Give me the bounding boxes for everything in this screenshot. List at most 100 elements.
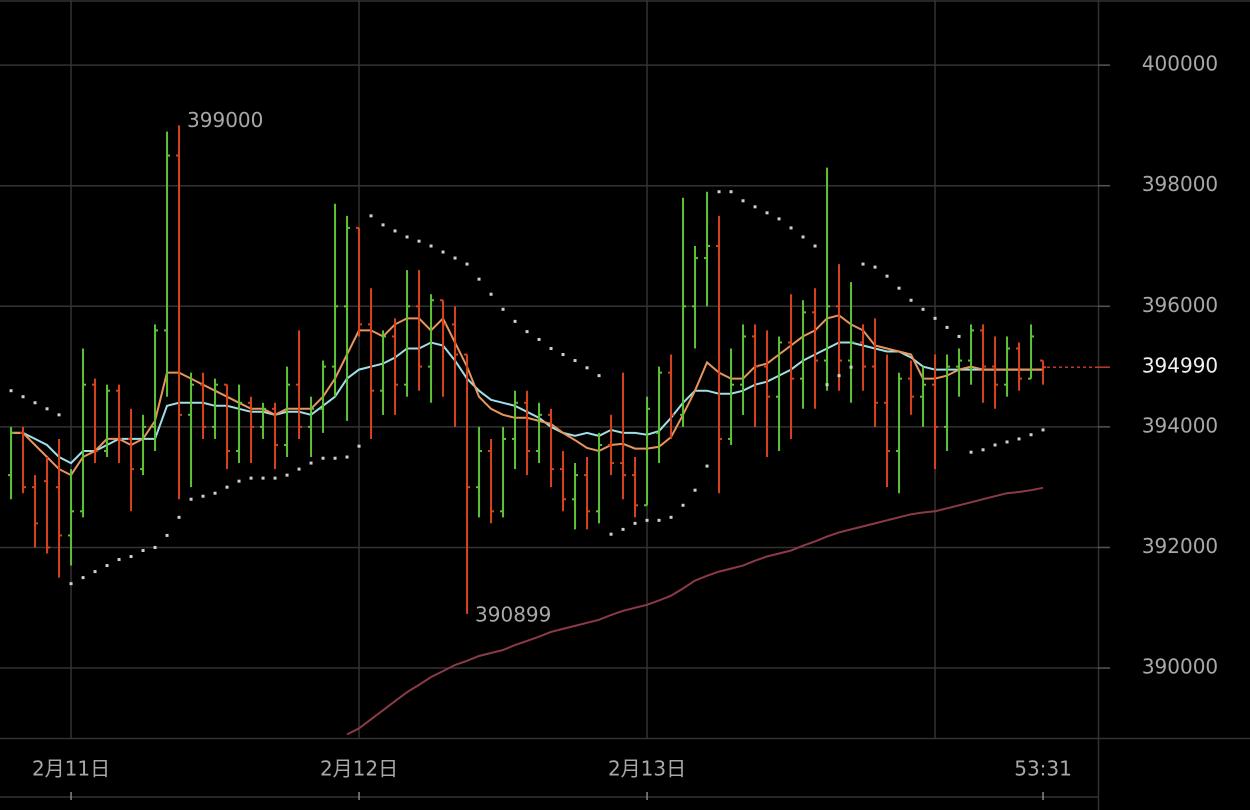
sar-dot: [885, 274, 889, 278]
sar-dot: [645, 518, 649, 522]
sar-dot: [237, 479, 241, 483]
sar-dot: [201, 494, 205, 498]
sar-dot: [837, 374, 841, 378]
sar-dot: [381, 223, 385, 227]
sar-dot: [801, 235, 805, 239]
sar-dot: [1005, 440, 1009, 444]
sar-dot: [465, 262, 469, 266]
sar-dot: [477, 277, 481, 281]
sar-dot: [321, 456, 325, 460]
annotation: 390899: [475, 602, 551, 626]
sar-dot: [813, 244, 817, 248]
sar-dot: [141, 548, 145, 552]
sar-dot: [849, 365, 853, 369]
sar-dot: [297, 467, 301, 471]
sar-dot: [453, 256, 457, 260]
y-tick-label: 392000: [1142, 534, 1218, 558]
sar-dot: [993, 443, 997, 447]
sar-dot: [825, 383, 829, 387]
sar-dot: [189, 497, 193, 501]
x-tick-label: 53:31: [1014, 757, 1072, 781]
sar-dot: [597, 374, 601, 378]
sar-dot: [573, 359, 577, 363]
sar-dot: [861, 262, 865, 266]
annotation: 399000: [187, 108, 263, 132]
sar-dot: [417, 239, 421, 243]
sar-dot: [873, 265, 877, 269]
sar-dot: [165, 533, 169, 537]
sar-dot: [93, 570, 97, 574]
sar-dot: [285, 473, 289, 477]
x-tick-label: 2月13日: [608, 757, 686, 781]
plot-area: [8, 125, 1098, 736]
sar-dot: [765, 211, 769, 215]
sar-dot: [969, 450, 973, 454]
x-tick-label: 2月11日: [32, 757, 110, 781]
sar-dot: [501, 307, 505, 311]
sar-dot: [909, 298, 913, 302]
sar-dot: [609, 532, 613, 536]
sar-dot: [429, 244, 433, 248]
sar-dot: [741, 199, 745, 203]
sar-dot: [441, 250, 445, 254]
sar-dot: [693, 488, 697, 492]
sar-dot: [777, 217, 781, 221]
y-tick-label: 390000: [1142, 655, 1218, 679]
sar-dot: [669, 515, 673, 519]
x-tick-label: 2月12日: [320, 757, 398, 781]
sar-dot: [1029, 433, 1033, 437]
sar-dot: [585, 366, 589, 370]
sar-dot: [249, 476, 253, 480]
sar-dot: [933, 316, 937, 320]
sar-dot: [69, 582, 73, 586]
sar-dot: [213, 491, 217, 495]
sar-dot: [537, 337, 541, 341]
sar-dot: [981, 448, 985, 452]
sar-dot: [177, 515, 181, 519]
sar-dot: [81, 576, 85, 580]
axis-layer: 390000 392000 394000 396000 398000 400000 2月11…: [32, 52, 1218, 800]
sar-dot: [513, 319, 517, 323]
indicator-line: [346, 486, 1044, 736]
sar-dot: [753, 205, 757, 209]
sar-dot: [369, 214, 373, 218]
sar-dot: [549, 347, 553, 350]
y-tick-label: 398000: [1142, 172, 1218, 196]
sar-dot: [657, 518, 661, 522]
sar-dot: [357, 444, 361, 448]
sar-dot: [1041, 428, 1045, 432]
sar-dot: [345, 455, 349, 459]
sar-dot: [9, 389, 13, 393]
sar-dot: [1017, 437, 1021, 441]
y-tick-label: 394000: [1142, 413, 1218, 437]
sar-dot: [309, 461, 313, 465]
sar-dot: [633, 521, 637, 525]
sar-dot: [957, 334, 961, 338]
sar-dot: [897, 286, 901, 290]
sar-dot: [333, 456, 337, 460]
sar-dot: [393, 229, 397, 233]
sar-dot: [717, 190, 721, 194]
sar-dot: [33, 401, 37, 405]
sar-dot: [405, 235, 409, 239]
sar-dot: [273, 476, 277, 480]
sar-dot: [261, 476, 265, 480]
sar-dot: [729, 190, 733, 194]
sar-dot: [57, 413, 61, 417]
sar-dot: [921, 307, 925, 311]
sar-dot: [681, 503, 685, 507]
sar-dot: [621, 527, 625, 531]
sar-dot: [153, 545, 157, 549]
sar-dot: [117, 558, 121, 562]
sar-dot: [489, 292, 493, 296]
sar-dot: [525, 330, 529, 334]
sar-dot: [225, 485, 229, 489]
sar-dot: [105, 564, 109, 568]
y-tick-label: 396000: [1142, 293, 1218, 317]
sar-dot: [945, 325, 949, 329]
sar-dot: [45, 407, 49, 411]
sar-dot: [21, 395, 25, 399]
sar-dot: [705, 464, 709, 468]
